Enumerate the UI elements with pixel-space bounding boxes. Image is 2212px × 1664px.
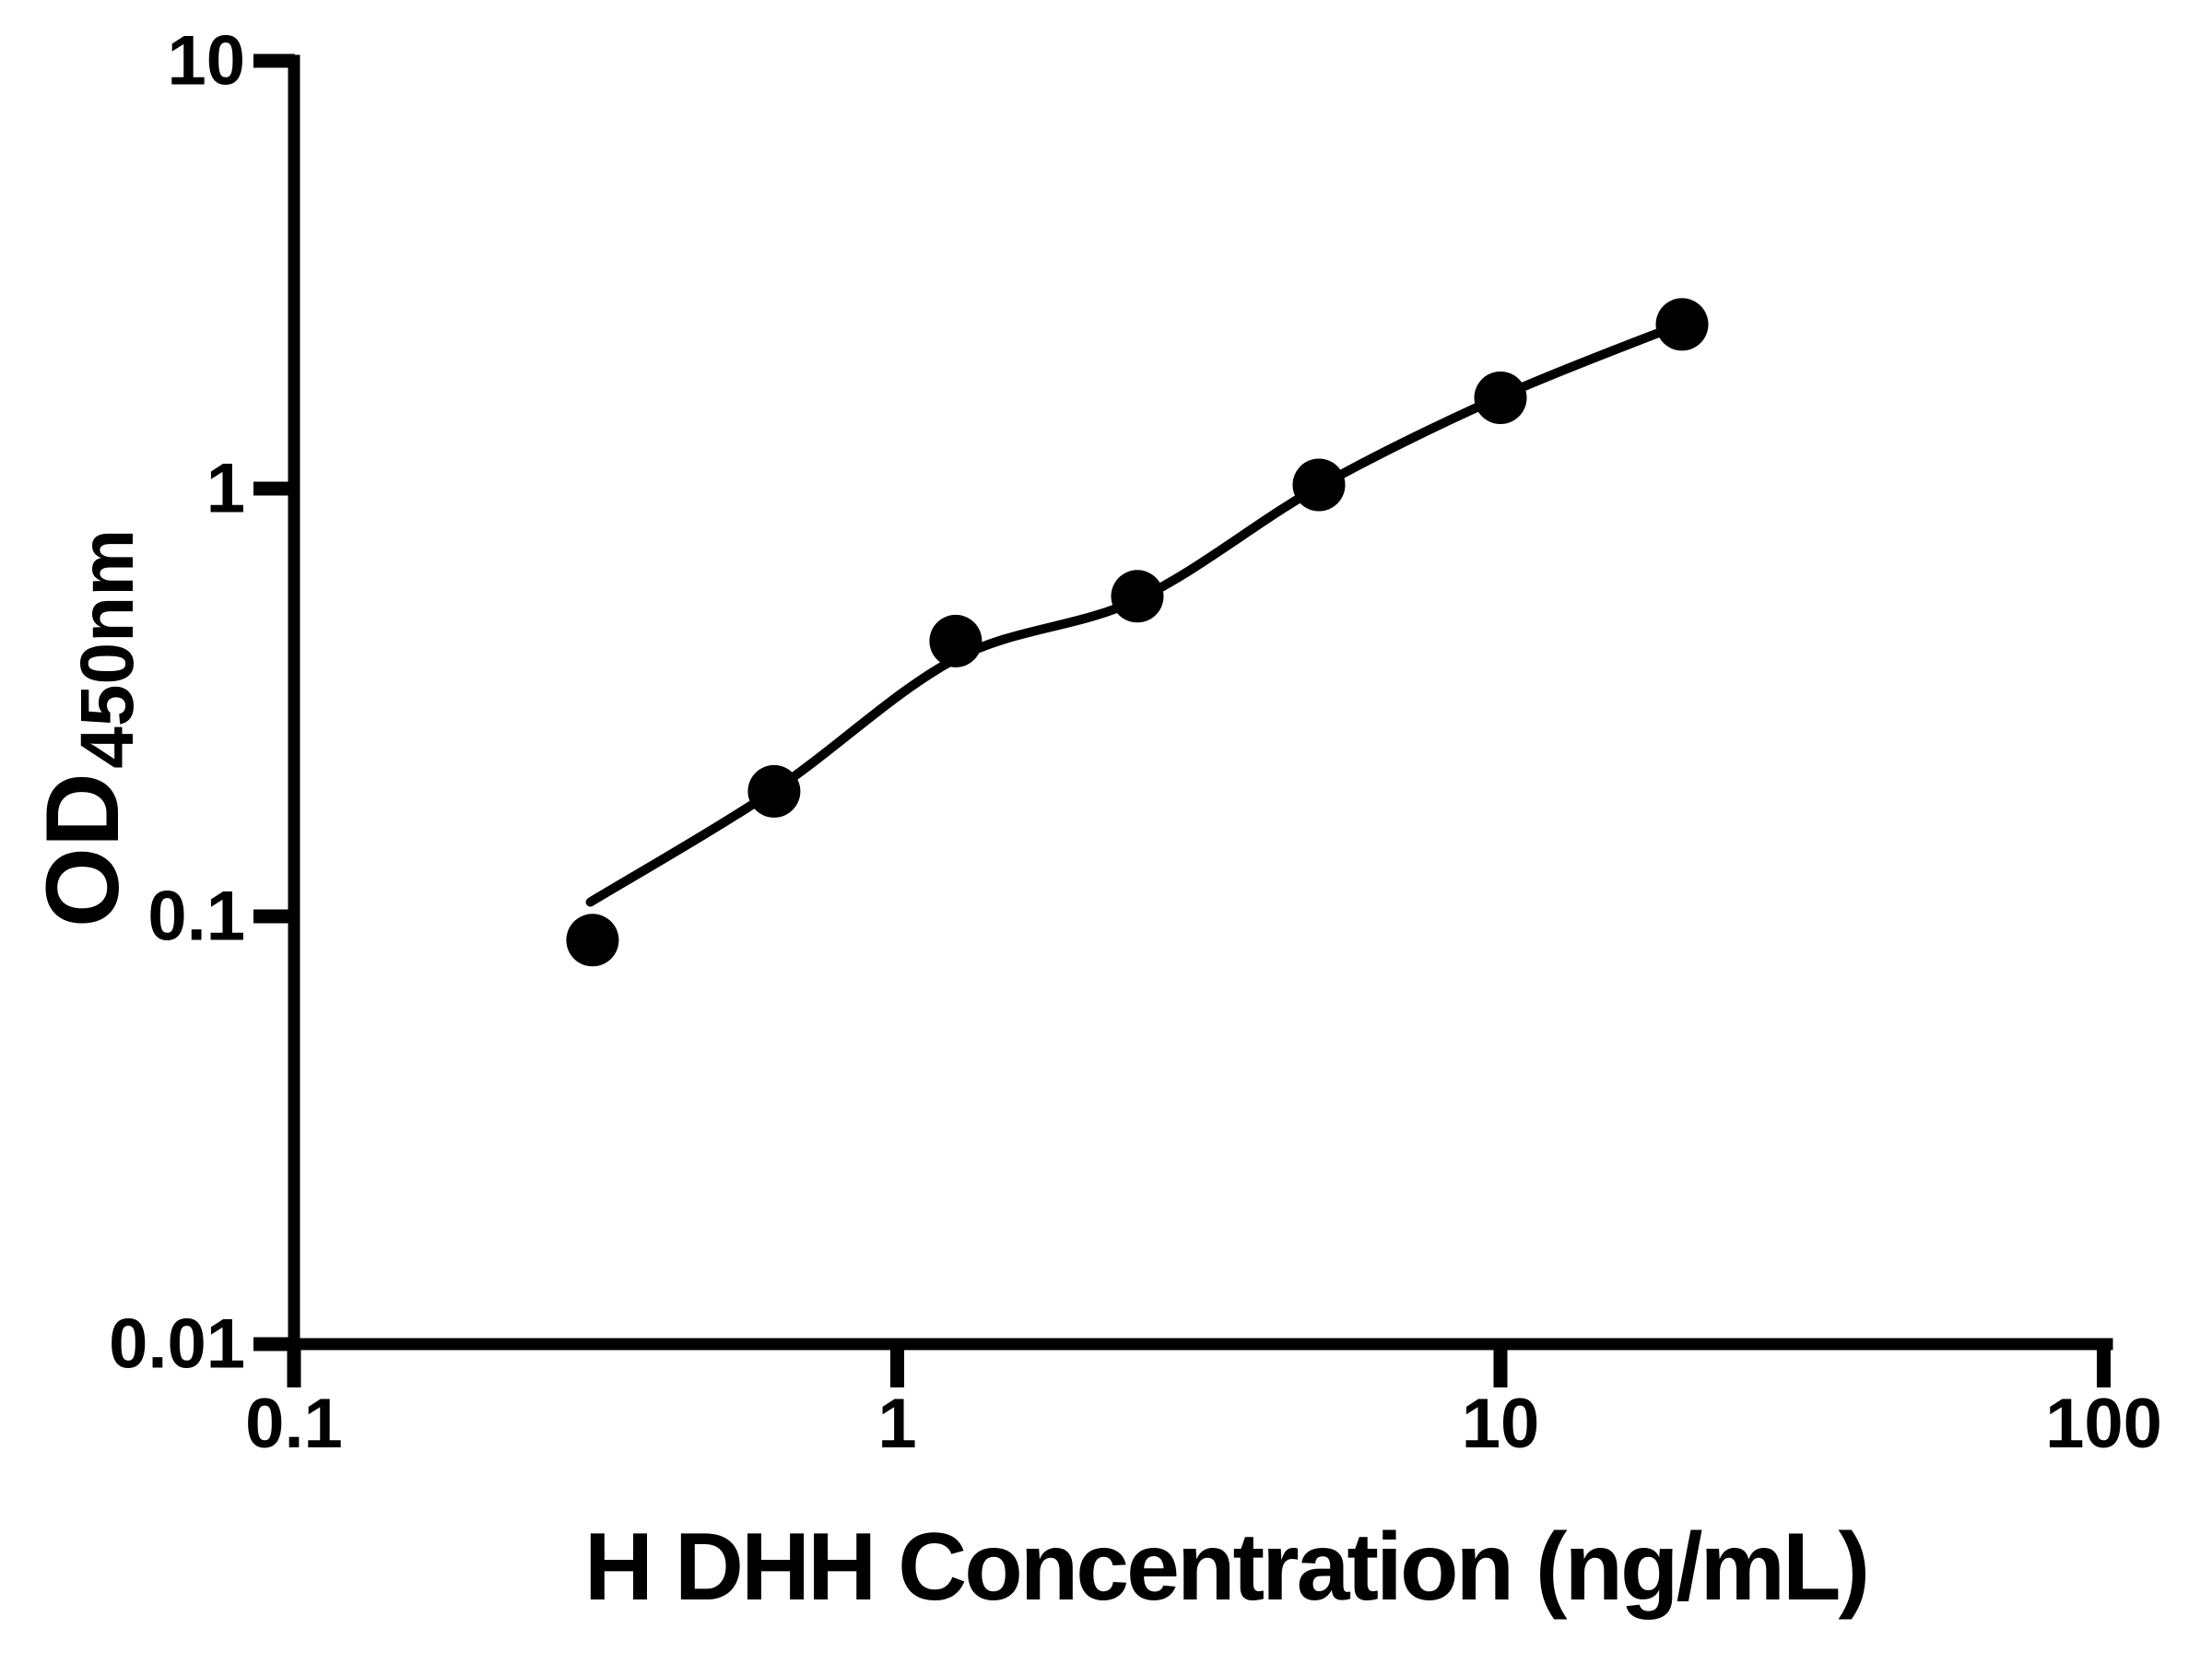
y-tick-label-1: 1 — [206, 450, 245, 528]
data-point-10 — [1474, 372, 1527, 424]
axes — [288, 54, 2113, 1351]
y-tick-label-0.1: 0.1 — [147, 878, 245, 956]
data-point-1.25 — [929, 614, 982, 667]
data-point-0.625 — [747, 764, 801, 818]
x-tick-label-100: 100 — [2045, 1385, 2162, 1463]
x-tick-label-0.1: 0.1 — [245, 1385, 343, 1463]
data-point-2.5 — [1111, 570, 1164, 623]
y-axis-title-subscript: 450nm — [65, 529, 149, 769]
y-axis-title-main: OD — [25, 773, 140, 927]
data-point-5 — [1292, 458, 1346, 512]
y-tick-label-10: 10 — [167, 22, 245, 100]
data-point-0.3125 — [566, 914, 619, 967]
x-tick-label-10: 10 — [1462, 1385, 1540, 1463]
data-series — [566, 298, 1709, 967]
x-tick-label-1: 1 — [877, 1385, 916, 1463]
data-point-20 — [1655, 298, 1709, 351]
y-axis-ticks: 0.01 0.1 1 10 — [109, 22, 295, 1384]
y-tick-label-0.01: 0.01 — [109, 1305, 245, 1384]
y-axis-title: OD 450nm — [25, 529, 149, 927]
x-axis-title: H DHH Concentration (ng/mL) — [584, 1514, 1867, 1621]
